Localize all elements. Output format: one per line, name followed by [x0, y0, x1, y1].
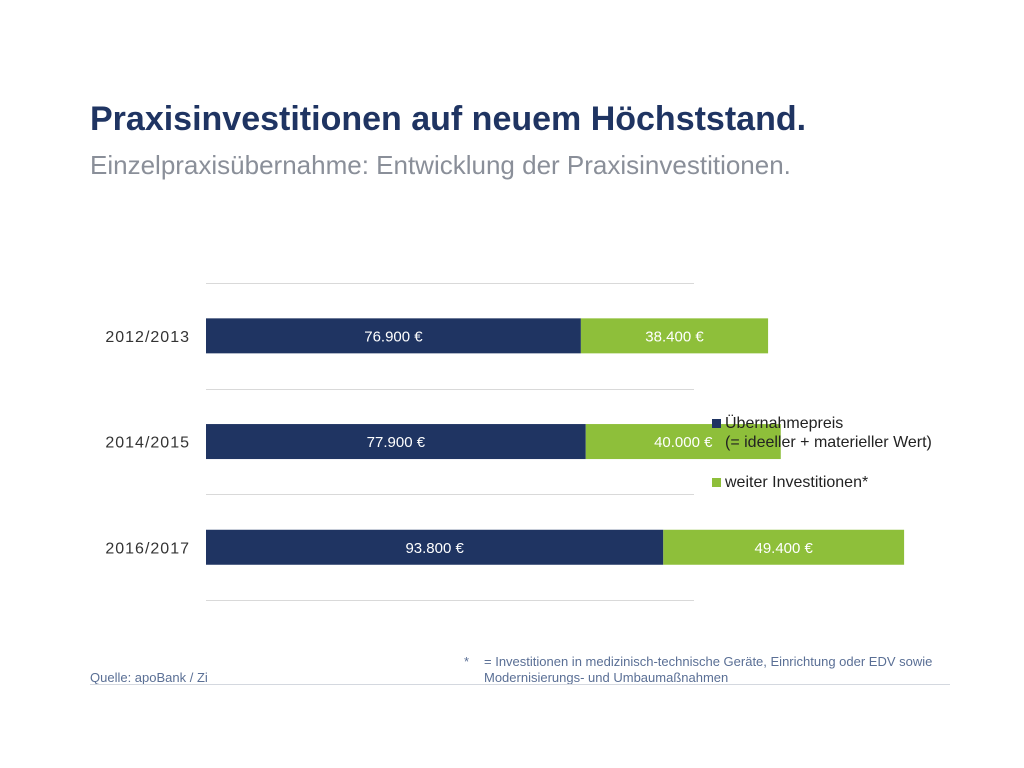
source-note: Quelle: apoBank / Zi — [90, 670, 208, 685]
legend-item-uebernahmepreis: Übernahmepreis (= ideeller + materieller… — [712, 414, 932, 452]
bar-value-label: 76.900 € — [364, 328, 423, 345]
bar-segment — [206, 529, 664, 565]
bar-segment — [206, 424, 586, 460]
footnote-line-1: = Investitionen in medizinisch-technisch… — [484, 654, 933, 669]
footnote-mark: * — [464, 654, 470, 669]
legend-swatch-navy — [712, 419, 721, 428]
category-label: 2012/2013 — [105, 329, 190, 346]
chart-legend: Übernahmepreis (= ideeller + materieller… — [712, 414, 932, 492]
legend-item-weitere-investitionen: weiter Investitionen* — [712, 473, 932, 492]
legend-label-uebernahmepreis: Übernahmepreis — [725, 415, 844, 432]
footnote-line-2: Modernisierungs- und Umbaumaßnahmen — [484, 670, 729, 685]
footer-divider — [90, 684, 950, 685]
category-label: 2014/2015 — [105, 435, 190, 452]
bar-segment — [585, 424, 781, 460]
bar-value-label: 40.000 € — [654, 434, 713, 451]
legend-label-weitere-investitionen: weiter Investitionen* — [725, 474, 869, 491]
bar-value-label: 77.900 € — [367, 434, 426, 451]
page-title: Praxisinvestitionen auf neuem Höchststan… — [90, 100, 807, 138]
bar-segment — [663, 529, 905, 565]
bar-segment — [580, 318, 769, 354]
page-subtitle: Einzelpraxisübernahme: Entwicklung der P… — [90, 150, 791, 180]
bar-value-label: 49.400 € — [754, 540, 813, 557]
legend-label-uebernahmepreis-detail: (= ideeller + materieller Wert) — [725, 434, 932, 451]
category-label: 2016/2017 — [105, 540, 190, 557]
footnote-text: = Investitionen in medizinisch-technisch… — [484, 654, 964, 686]
bar-segment — [206, 318, 581, 354]
bar-value-label: 93.800 € — [405, 540, 464, 557]
bar-value-label: 38.400 € — [645, 328, 704, 345]
legend-swatch-green — [712, 478, 721, 487]
